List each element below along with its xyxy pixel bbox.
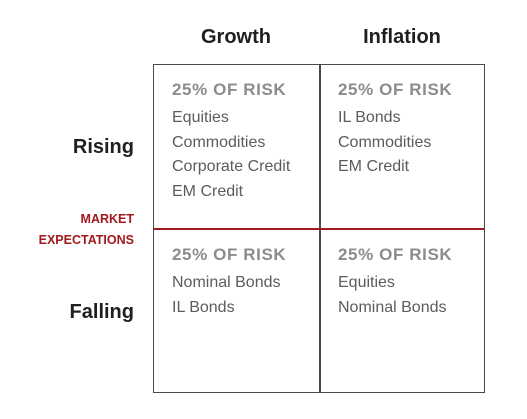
cell-falling-growth: 25% OF RISK Nominal Bonds IL Bonds: [172, 245, 322, 320]
asset-list: Equities Commodities Corporate Credit EM…: [172, 106, 322, 204]
cell-heading: 25% OF RISK: [338, 80, 453, 99]
cell-heading: 25% OF RISK: [172, 245, 287, 264]
column-header-inflation: Inflation: [363, 26, 441, 48]
list-item: Corporate Credit: [172, 158, 291, 175]
cell-rising-growth: 25% OF RISK Equities Commodities Corpora…: [172, 80, 322, 204]
asset-list: Nominal Bonds IL Bonds: [172, 271, 322, 320]
list-item: IL Bonds: [338, 109, 401, 126]
cell-falling-inflation: 25% OF RISK Equities Nominal Bonds: [338, 245, 488, 320]
list-item: Equities: [338, 274, 395, 291]
list-item: Commodities: [338, 133, 432, 151]
list-item: Equities: [172, 109, 229, 126]
axis-label-line-2: EXPECTATIONS: [38, 233, 134, 247]
list-item: IL Bonds: [172, 298, 235, 316]
row-label-rising: Rising: [72, 136, 134, 158]
row-label-falling: Falling: [69, 301, 134, 323]
list-item: EM Credit: [172, 182, 244, 200]
list-item: EM Credit: [338, 158, 410, 175]
cell-rising-inflation: 25% OF RISK IL Bonds Commodities EM Cred…: [338, 80, 488, 180]
list-item: Nominal Bonds: [172, 274, 281, 291]
asset-list: IL Bonds Commodities EM Credit: [338, 106, 488, 180]
asset-list: Equities Nominal Bonds: [338, 271, 488, 320]
list-item: Nominal Bonds: [338, 298, 447, 316]
axis-label-market-expectations: MARKET EXPECTATIONS: [39, 209, 134, 251]
risk-quadrant-grid: 25% OF RISK Equities Commodities Corpora…: [153, 64, 485, 393]
cell-heading: 25% OF RISK: [172, 80, 287, 99]
horizontal-divider: [154, 228, 484, 230]
column-header-growth: Growth: [201, 26, 271, 48]
axis-label-line-1: MARKET: [80, 212, 134, 226]
list-item: Commodities: [172, 133, 266, 151]
cell-heading: 25% OF RISK: [338, 245, 453, 264]
